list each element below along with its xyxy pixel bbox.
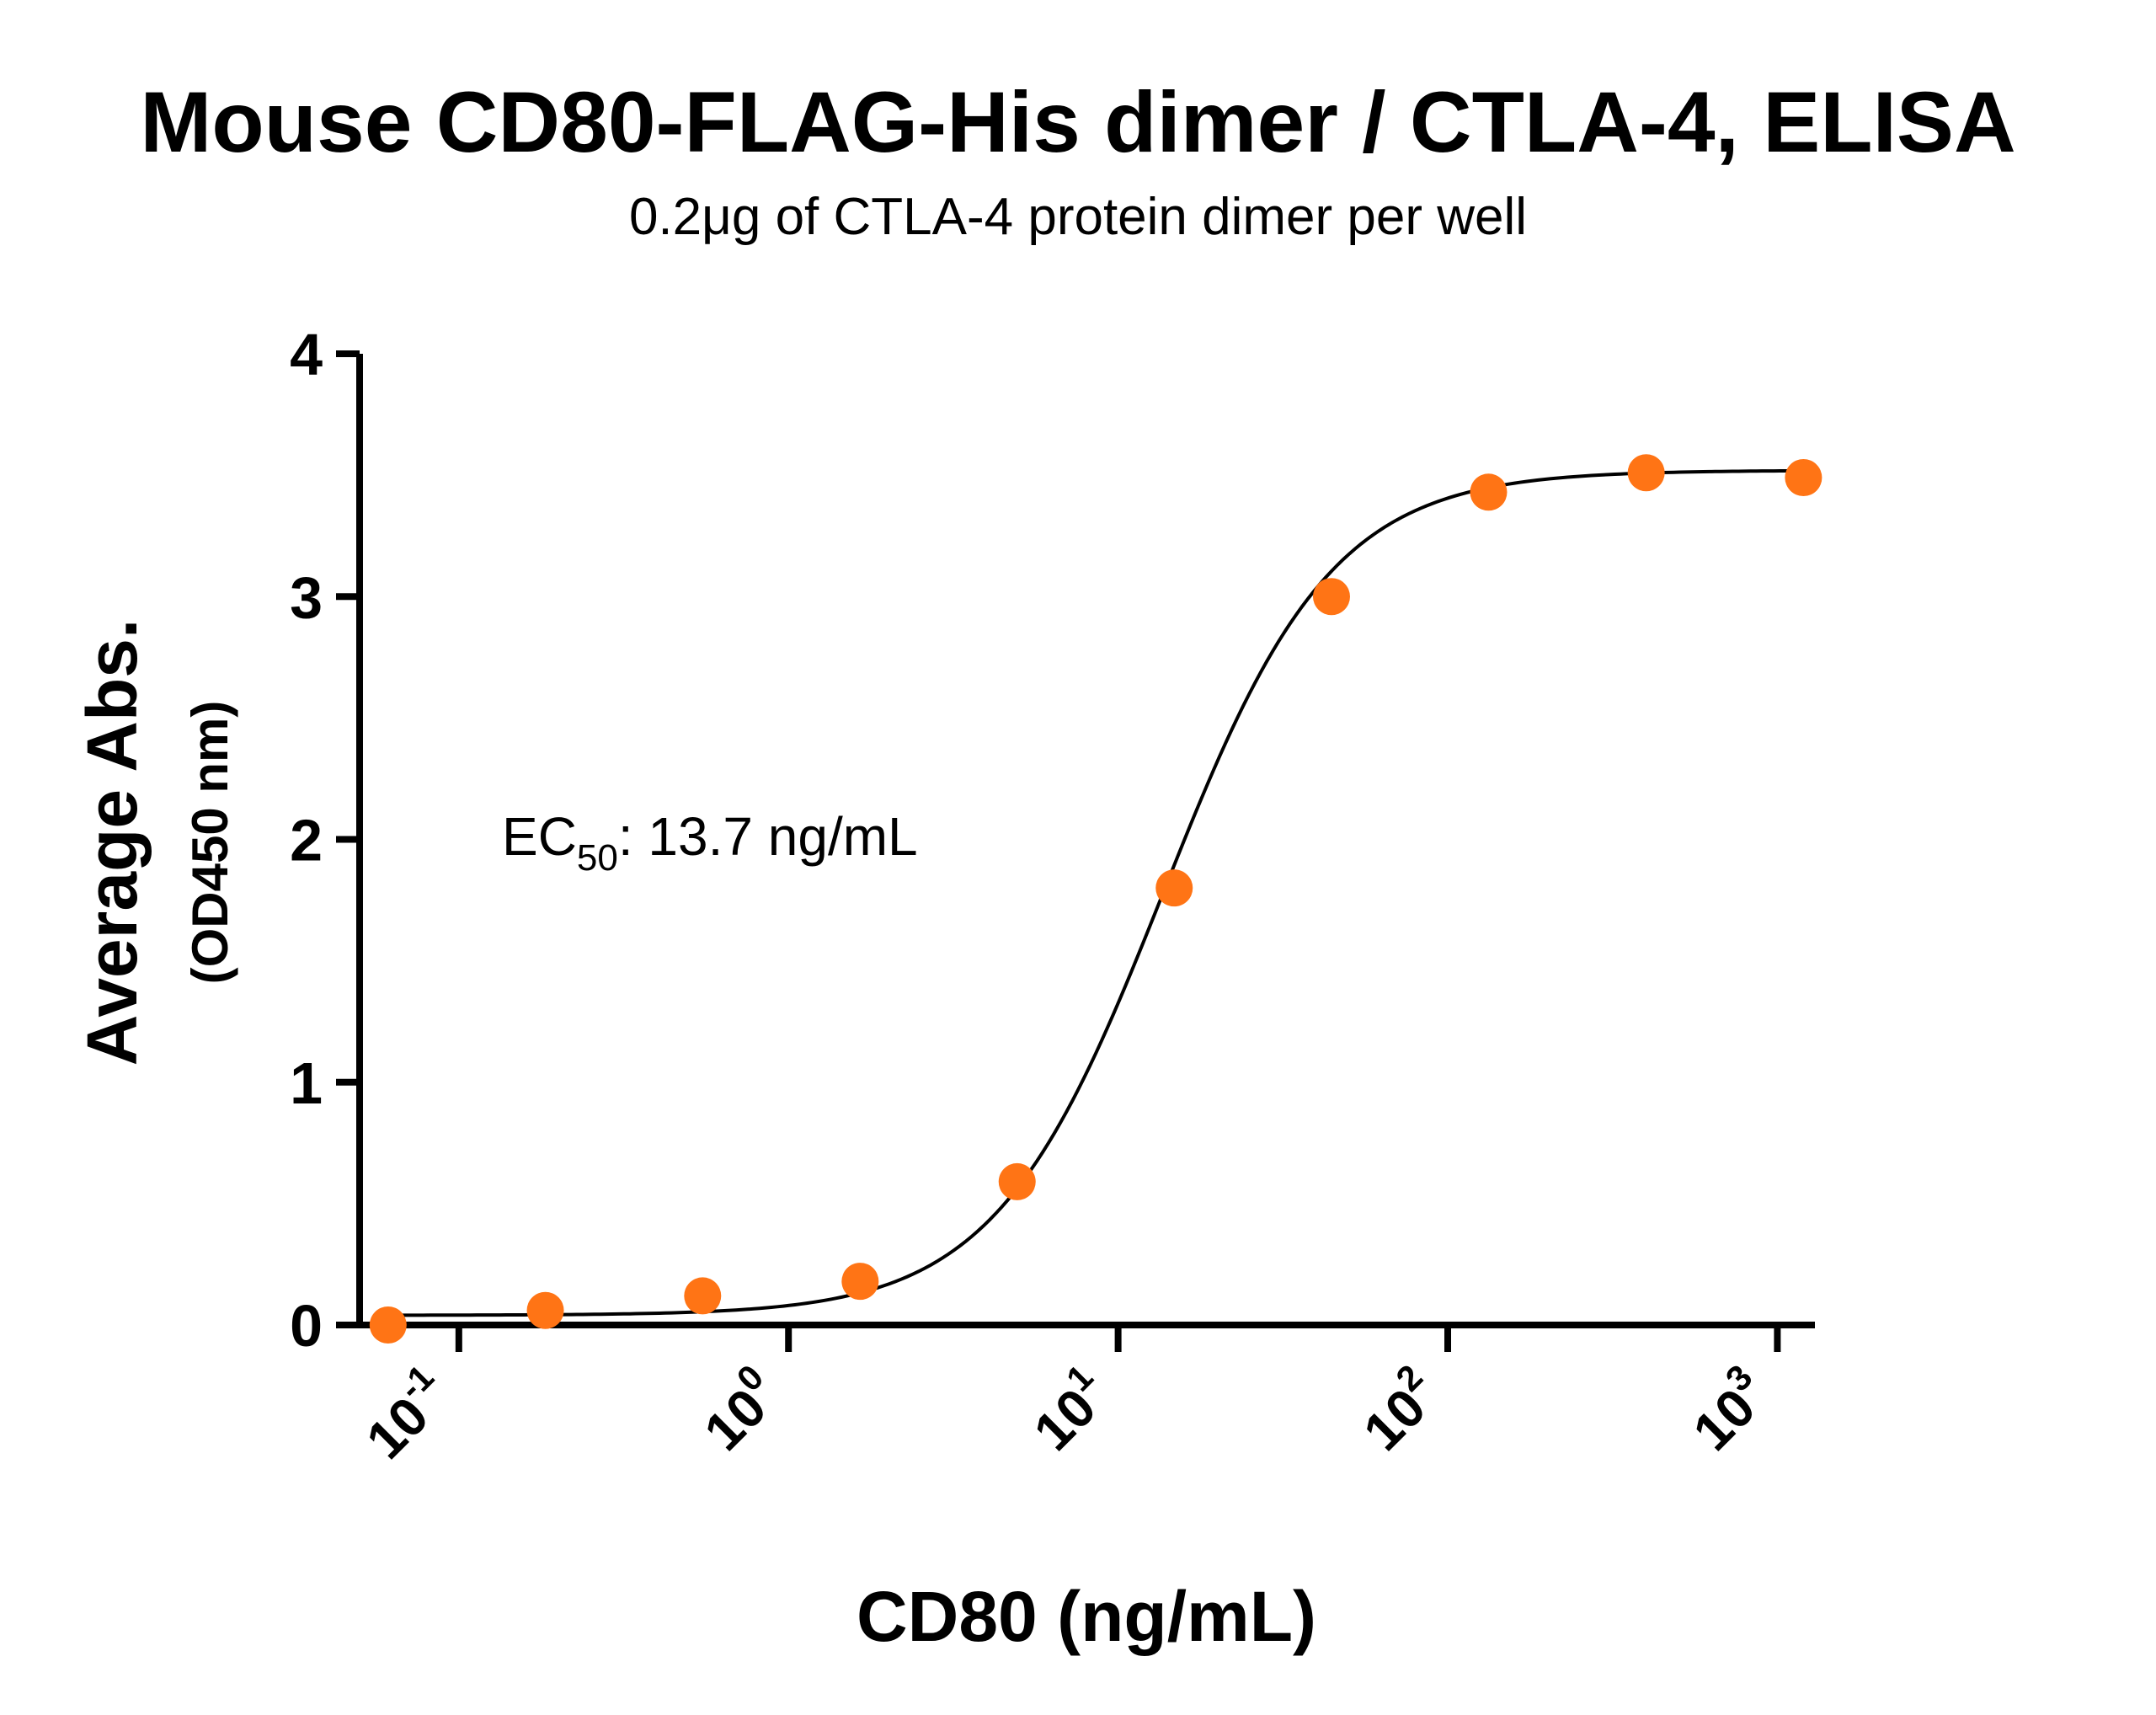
data-point <box>1785 459 1822 497</box>
y-tick-label: 2 <box>290 808 323 874</box>
ec50-subscript: 50 <box>577 837 618 879</box>
y-tick-label: 1 <box>290 1050 323 1116</box>
chart-title: Mouse CD80-FLAG-His dimer / CTLA-4, ELIS… <box>140 74 2015 170</box>
chart-subtitle: 0.2μg of CTLA-4 protein dimer per well <box>629 188 1527 246</box>
data-point <box>1155 869 1193 907</box>
data-point <box>1312 578 1350 616</box>
x-tick-label: 100 <box>686 1357 792 1462</box>
fit-curve <box>387 468 1804 1317</box>
x-tick-label: 10-1 <box>349 1357 462 1471</box>
y-tick-label: 3 <box>290 564 323 630</box>
x-tick-label: 103 <box>1675 1357 1780 1462</box>
data-point <box>998 1162 1036 1200</box>
y-tick-label: 4 <box>290 322 323 387</box>
y-tick-label: 0 <box>290 1293 323 1359</box>
x-tick-label: 101 <box>1017 1357 1122 1462</box>
x-axis: 10-1 100 101 102 103 <box>349 1322 1815 1471</box>
y-axis-unit: (OD450 nm) <box>182 701 238 985</box>
ec50-annotation: EC50: 13.7 ng/mL <box>502 806 918 879</box>
x-tick-label: 102 <box>1346 1357 1451 1462</box>
data-point <box>1627 454 1665 492</box>
data-point <box>526 1291 564 1329</box>
data-points <box>369 454 1822 1344</box>
data-point <box>684 1277 722 1315</box>
ec50-prefix: EC <box>502 806 577 867</box>
ec50-value: : 13.7 ng/mL <box>618 806 918 867</box>
y-axis: 0 1 2 3 4 <box>290 322 363 1359</box>
data-point <box>841 1263 879 1301</box>
y-axis-label: Average Abs. <box>72 619 152 1066</box>
x-axis-label: CD80 (ng/mL) <box>857 1577 1316 1656</box>
data-point <box>1470 473 1508 511</box>
data-point <box>369 1306 407 1344</box>
